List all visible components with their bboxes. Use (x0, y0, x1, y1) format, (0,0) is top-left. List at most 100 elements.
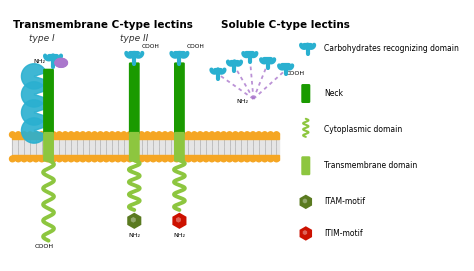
Circle shape (51, 156, 56, 162)
Circle shape (109, 156, 115, 162)
Circle shape (221, 132, 227, 138)
Circle shape (103, 156, 109, 162)
Circle shape (45, 132, 51, 138)
Circle shape (39, 132, 45, 138)
Circle shape (127, 156, 133, 162)
Circle shape (27, 132, 33, 138)
Text: COOH: COOH (187, 44, 204, 49)
Circle shape (9, 156, 15, 162)
Circle shape (244, 132, 250, 138)
FancyBboxPatch shape (174, 132, 185, 162)
Polygon shape (21, 64, 46, 89)
Circle shape (51, 132, 56, 138)
Text: type I: type I (29, 34, 55, 43)
Text: Soluble C-type lectins: Soluble C-type lectins (220, 20, 349, 30)
Polygon shape (300, 195, 312, 209)
Circle shape (185, 156, 191, 162)
Circle shape (91, 132, 98, 138)
Circle shape (203, 132, 209, 138)
Circle shape (33, 156, 39, 162)
Polygon shape (21, 82, 46, 107)
Circle shape (63, 132, 68, 138)
Circle shape (91, 156, 98, 162)
Circle shape (138, 132, 145, 138)
Circle shape (221, 156, 227, 162)
Circle shape (227, 132, 232, 138)
FancyBboxPatch shape (129, 62, 140, 135)
Circle shape (238, 156, 244, 162)
Circle shape (150, 156, 156, 162)
Circle shape (250, 132, 256, 138)
Circle shape (133, 132, 138, 138)
Polygon shape (303, 230, 307, 235)
Circle shape (127, 132, 133, 138)
Text: ITIM-motif: ITIM-motif (324, 229, 363, 238)
FancyBboxPatch shape (43, 132, 54, 162)
Circle shape (180, 132, 185, 138)
Text: Neck: Neck (324, 89, 343, 98)
Circle shape (27, 156, 33, 162)
Circle shape (185, 132, 191, 138)
Polygon shape (303, 198, 307, 204)
Circle shape (197, 132, 203, 138)
Text: COOH: COOH (142, 44, 159, 49)
Polygon shape (300, 226, 312, 241)
Polygon shape (127, 213, 141, 229)
Circle shape (156, 156, 162, 162)
Circle shape (256, 156, 262, 162)
Text: Transmembrane domain: Transmembrane domain (324, 161, 417, 170)
Text: NH₂: NH₂ (128, 233, 140, 238)
Circle shape (74, 156, 80, 162)
Circle shape (273, 156, 279, 162)
Circle shape (63, 156, 68, 162)
FancyBboxPatch shape (129, 132, 140, 162)
Text: COOH: COOH (286, 71, 305, 76)
Circle shape (98, 156, 103, 162)
Text: NH₂: NH₂ (173, 233, 185, 238)
Circle shape (9, 132, 15, 138)
Circle shape (209, 132, 215, 138)
Circle shape (262, 156, 268, 162)
FancyBboxPatch shape (174, 62, 185, 135)
Circle shape (180, 156, 185, 162)
Circle shape (80, 132, 86, 138)
Circle shape (174, 156, 180, 162)
FancyBboxPatch shape (301, 84, 310, 103)
Circle shape (80, 156, 86, 162)
Circle shape (115, 156, 121, 162)
Circle shape (250, 156, 256, 162)
Circle shape (68, 132, 74, 138)
Circle shape (98, 132, 103, 138)
Circle shape (39, 156, 45, 162)
Text: ITAM-motif: ITAM-motif (324, 197, 365, 206)
Circle shape (215, 156, 221, 162)
Polygon shape (176, 217, 181, 223)
Circle shape (233, 156, 238, 162)
Circle shape (145, 156, 150, 162)
Circle shape (56, 156, 62, 162)
Circle shape (238, 132, 244, 138)
Polygon shape (173, 213, 186, 229)
Circle shape (150, 132, 156, 138)
Polygon shape (21, 118, 46, 143)
Circle shape (74, 132, 80, 138)
Circle shape (145, 132, 150, 138)
Circle shape (103, 132, 109, 138)
Circle shape (191, 156, 197, 162)
Text: COOH: COOH (35, 244, 54, 249)
Circle shape (262, 132, 268, 138)
Circle shape (15, 132, 21, 138)
Bar (12, 133, 279, 139)
Bar (12, 139, 279, 155)
Circle shape (56, 132, 62, 138)
Circle shape (244, 156, 250, 162)
Text: type II: type II (120, 34, 148, 43)
Circle shape (227, 156, 232, 162)
Circle shape (233, 132, 238, 138)
Circle shape (86, 156, 91, 162)
Circle shape (191, 132, 197, 138)
Circle shape (268, 132, 273, 138)
Polygon shape (21, 100, 46, 125)
Circle shape (121, 156, 127, 162)
Circle shape (215, 132, 221, 138)
